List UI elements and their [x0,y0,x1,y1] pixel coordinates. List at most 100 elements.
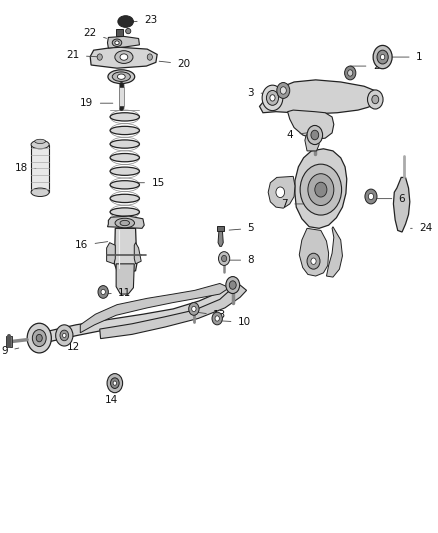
Text: 20: 20 [159,59,191,69]
Polygon shape [80,284,230,333]
Circle shape [212,312,223,325]
Ellipse shape [110,181,139,189]
Circle shape [266,91,279,106]
Circle shape [226,277,240,294]
Ellipse shape [110,140,139,148]
Circle shape [345,66,356,80]
Ellipse shape [118,15,134,27]
Bar [217,225,224,231]
Circle shape [222,255,227,262]
Circle shape [147,54,152,60]
Ellipse shape [110,208,139,216]
Circle shape [300,164,342,215]
Polygon shape [326,227,343,277]
Circle shape [230,281,236,289]
Circle shape [307,125,322,144]
Text: 6: 6 [377,193,406,204]
Circle shape [36,334,42,342]
Ellipse shape [126,28,131,34]
Circle shape [101,289,105,295]
Polygon shape [106,243,115,264]
Circle shape [277,83,290,99]
Text: 3: 3 [247,87,275,98]
Circle shape [27,323,51,353]
Circle shape [372,95,379,104]
Ellipse shape [31,140,49,149]
Ellipse shape [112,72,131,82]
Ellipse shape [110,194,139,203]
Polygon shape [100,285,247,338]
Polygon shape [299,228,328,276]
Bar [7,336,12,347]
Circle shape [368,193,374,200]
Circle shape [110,378,119,389]
Text: 19: 19 [80,98,113,108]
Circle shape [311,130,319,140]
Circle shape [308,174,334,206]
Text: 11: 11 [103,288,131,298]
Text: 14: 14 [105,384,118,405]
Ellipse shape [115,41,119,45]
Ellipse shape [110,113,139,121]
Ellipse shape [110,154,139,162]
Circle shape [377,50,388,64]
Ellipse shape [108,70,135,84]
Text: 12: 12 [61,340,81,352]
Bar [116,29,124,36]
Text: 18: 18 [14,164,36,173]
Circle shape [262,85,283,111]
Text: 10: 10 [219,317,251,327]
Polygon shape [218,230,223,246]
Text: 4: 4 [286,130,316,140]
Circle shape [373,45,392,69]
Polygon shape [119,87,124,107]
Circle shape [311,258,316,264]
Text: 2: 2 [350,61,379,71]
Circle shape [367,90,383,109]
Text: 24: 24 [410,223,432,233]
Circle shape [365,189,377,204]
Text: 23: 23 [129,15,157,25]
Ellipse shape [120,220,130,225]
Polygon shape [107,36,139,48]
Text: 16: 16 [75,240,108,251]
Circle shape [280,87,286,94]
Circle shape [60,330,69,341]
Polygon shape [260,80,381,114]
Polygon shape [268,176,295,208]
Text: 21: 21 [66,51,99,60]
Ellipse shape [120,54,128,60]
Polygon shape [90,47,157,68]
Ellipse shape [112,39,122,46]
Circle shape [113,381,117,385]
Circle shape [189,303,199,316]
Polygon shape [305,134,319,151]
Polygon shape [134,243,141,264]
Circle shape [348,70,353,76]
Circle shape [315,182,327,197]
Text: 9: 9 [1,346,19,357]
Polygon shape [393,177,410,232]
Ellipse shape [110,167,139,175]
Text: 1: 1 [385,52,423,62]
Circle shape [192,306,196,312]
Ellipse shape [35,139,46,143]
Polygon shape [295,149,347,228]
Circle shape [98,286,108,298]
Circle shape [219,252,230,265]
Ellipse shape [31,188,49,197]
Text: 8: 8 [227,255,254,265]
Polygon shape [33,284,237,343]
Text: 15: 15 [134,177,165,188]
Circle shape [63,333,66,337]
Circle shape [107,374,123,393]
Circle shape [32,329,46,346]
Ellipse shape [115,218,134,228]
Circle shape [307,253,320,269]
Polygon shape [114,228,137,273]
Polygon shape [116,264,134,294]
Polygon shape [31,144,49,192]
Circle shape [56,325,73,346]
Circle shape [97,54,102,60]
Text: 13: 13 [195,310,226,320]
